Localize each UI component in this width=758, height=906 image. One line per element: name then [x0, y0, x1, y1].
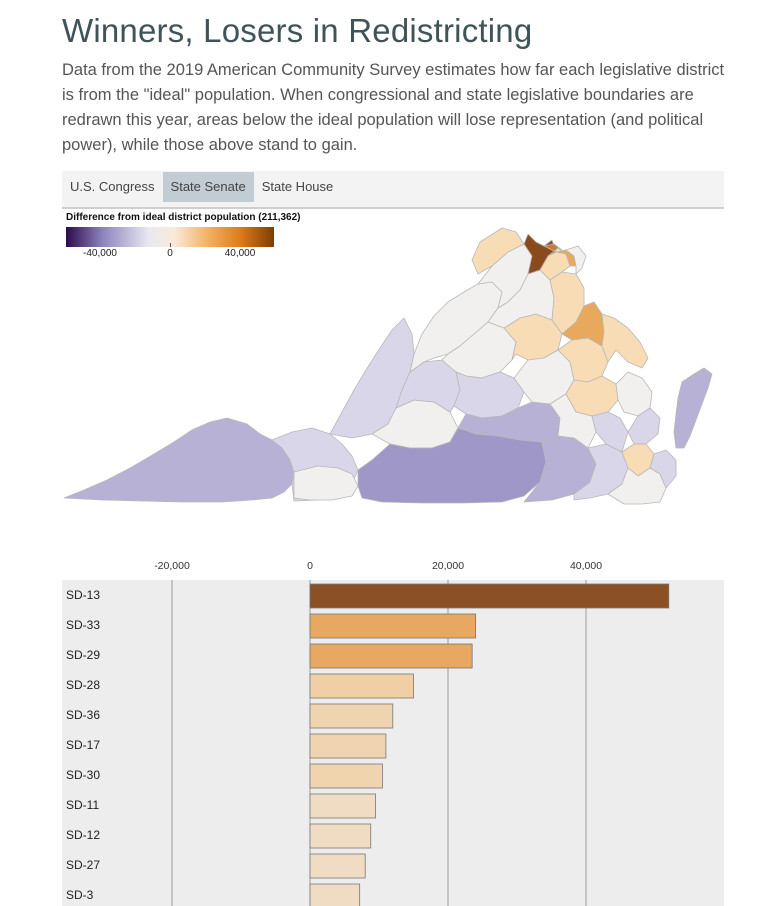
district-sw-3[interactable]	[293, 465, 359, 501]
bar-sd-36[interactable]	[309, 703, 394, 729]
map-legend: Difference from ideal district populatio…	[66, 212, 326, 261]
bar-sd-28[interactable]	[309, 673, 414, 699]
row-label: SD-27	[66, 858, 100, 872]
legend-tick-zero: 0	[167, 248, 173, 259]
district-sw-1[interactable]	[63, 417, 295, 503]
row-label: SD-12	[66, 828, 100, 842]
legend-ticks: -40,000 0 40,000	[66, 243, 326, 261]
district-winchester[interactable]	[471, 227, 525, 275]
district-hampton-3[interactable]	[649, 449, 677, 489]
row-label: SD-29	[66, 648, 100, 662]
district-northern-neck[interactable]	[601, 313, 649, 369]
page-title: Winners, Losers in Redistricting	[62, 12, 533, 49]
row-label: SD-13	[66, 588, 100, 602]
bar-sd-13[interactable]	[309, 583, 670, 609]
bar-sd-29[interactable]	[309, 643, 473, 669]
row-label: SD-33	[66, 618, 100, 632]
x-tick-label: -20,000	[154, 560, 190, 572]
district-richmond-4[interactable]	[591, 411, 629, 453]
bar-sd-27[interactable]	[309, 853, 366, 879]
bar-sd-17[interactable]	[309, 733, 387, 759]
tab-state-senate[interactable]: State Senate	[162, 172, 254, 202]
row-label: SD-28	[66, 678, 100, 692]
row-label: SD-11	[66, 798, 99, 812]
x-tick-label: 20,000	[432, 560, 464, 572]
row-label: SD-36	[66, 708, 100, 722]
district-peninsula-1[interactable]	[615, 371, 653, 417]
district-richmond-3[interactable]	[549, 393, 597, 449]
bar-sd-30[interactable]	[309, 763, 383, 789]
tab-us-congress[interactable]: U.S. Congress	[70, 179, 155, 194]
bar-sd-11[interactable]	[309, 793, 376, 819]
x-tick-label: 40,000	[570, 560, 602, 572]
row-label: SD-3	[66, 888, 94, 902]
bar-sd-12[interactable]	[309, 823, 372, 849]
bar-sd-3[interactable]	[309, 883, 361, 906]
row-label: SD-30	[66, 768, 100, 782]
district-nova-4[interactable]	[565, 245, 587, 275]
x-tick-label: 0	[307, 560, 313, 572]
district-eastern-shore[interactable]	[673, 367, 713, 449]
bar-chart: -20,000 0 20,000 40,000 SD-13 SD-33 SD-29 SD-2…	[62, 560, 724, 906]
bar-sd-33[interactable]	[309, 613, 477, 639]
legend-tick-neg: -40,000	[83, 248, 117, 259]
legend-color-ramp	[66, 227, 274, 247]
tab-bar: U.S. Congress State Senate State House	[62, 171, 724, 209]
tab-state-house[interactable]: State House	[261, 179, 334, 194]
virginia-district-map[interactable]	[62, 222, 726, 522]
legend-title: Difference from ideal district populatio…	[66, 212, 301, 223]
row-label: SD-17	[66, 738, 100, 752]
legend-tick-pos: 40,000	[224, 248, 256, 259]
page-description: Data from the 2019 American Community Su…	[62, 61, 725, 154]
